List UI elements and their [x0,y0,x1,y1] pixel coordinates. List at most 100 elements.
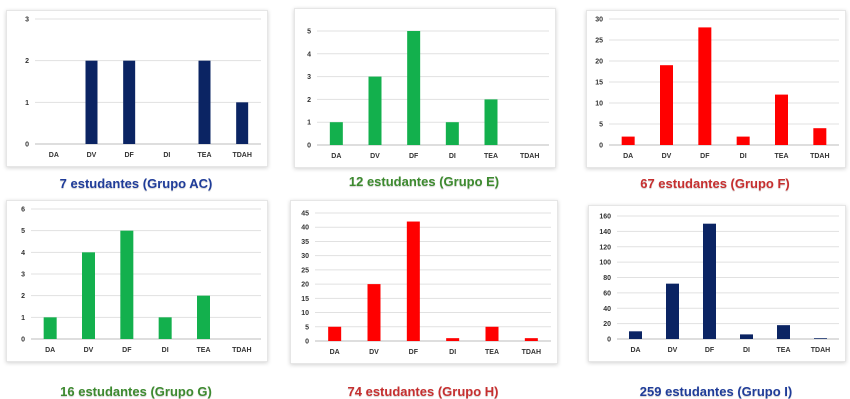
y-tick-label: 3 [21,272,25,279]
x-tick-label: DV [662,153,672,160]
y-tick-label: 20 [595,59,603,66]
x-tick-label: DA [623,153,633,160]
chart-box: 0 5 10 15 20 25 30 35 40 45 DA DV DF DI TEA TDAH [290,200,558,364]
y-tick-label: 10 [301,310,309,317]
bar-tea [485,326,499,341]
bar-dv [82,252,95,339]
y-tick-label: 6 [21,207,25,214]
x-tick-label: TEA [197,347,211,354]
y-tick-label: 30 [595,17,603,24]
bar-di [158,317,172,339]
y-tick-label: 160 [599,214,611,221]
x-tick-label: DI [449,349,456,356]
bar-dv [368,76,382,145]
bar-tea [777,325,790,339]
x-tick-label: TDAH [811,347,830,354]
y-tick-label: 140 [599,229,611,236]
chart-caption: 67 estudantes (Grupo F) [640,176,790,191]
y-tick-label: 15 [595,80,603,87]
y-tick-label: 1 [307,120,311,127]
y-tick-label: 5 [599,122,603,129]
bar-dv [660,65,673,145]
bar-da [629,331,642,339]
chart-caption: 16 estudantes (Grupo G) [60,384,212,399]
y-tick-label: 40 [603,306,611,313]
bar-di [445,122,459,145]
y-tick-label: 4 [21,250,25,257]
x-tick-label: DA [49,152,59,159]
bar-da [621,136,635,145]
y-tick-label: 80 [603,275,611,282]
x-tick-label: DI [449,153,456,160]
bar-da [329,122,343,145]
x-tick-label: DI [162,347,169,354]
bar-df [703,223,716,339]
y-tick-label: 20 [603,321,611,328]
bar-tdah [814,338,827,339]
bar-df [406,221,420,341]
x-tick-label: TEA [484,153,498,160]
bar-chart-svg: 0 5 10 15 20 25 30 DA DV DF DI TEA TDAH [595,17,839,160]
x-tick-label: TEA [485,349,499,356]
x-tick-label: DF [409,349,419,356]
y-tick-label: 1 [21,315,25,322]
bar-df [123,60,136,144]
y-tick-label: 60 [603,290,611,297]
y-tick-label: 10 [595,101,603,108]
bar-tdah [236,102,249,144]
y-tick-label: 45 [301,211,309,218]
y-tick-label: 40 [301,225,309,232]
y-tick-label: 2 [307,97,311,104]
chart-box: 0 20 40 60 80 100 120 140 160 DA DV DF DI TEA TDAH [588,205,846,362]
x-tick-label: DF [409,153,419,160]
x-tick-label: DV [668,347,678,354]
y-tick-label: 25 [301,267,309,274]
bar-chart-svg: 0 5 10 15 20 25 30 35 40 45 DA DV DF DI TEA TDAH [301,211,551,356]
x-tick-label: DV [84,347,94,354]
y-tick-label: 2 [21,293,25,300]
x-tick-label: TDAH [232,347,251,354]
x-tick-label: TDAH [810,153,829,160]
bar-df [698,27,712,145]
y-tick-label: 1 [25,100,29,107]
x-tick-label: DF [122,347,132,354]
y-tick-label: 5 [305,324,309,331]
y-tick-label: 0 [305,339,309,346]
x-tick-label: DI [163,152,170,159]
x-tick-label: DF [124,152,134,159]
chart-box: 0 1 2 3 DA DV DF DI TEA TDAH [6,10,268,167]
y-tick-label: 15 [301,296,309,303]
bar-tdah [524,338,538,341]
bar-di [740,334,753,339]
bar-di [736,136,750,145]
y-tick-label: 3 [307,74,311,81]
chart-box: 0 1 2 3 4 5 6 DA DV DF DI TEA TDAH [6,200,268,362]
x-tick-label: DV [370,153,380,160]
y-tick-label: 0 [307,143,311,150]
bar-da [43,317,57,339]
y-tick-label: 30 [301,253,309,260]
y-tick-label: 100 [599,260,611,267]
chart-caption: 7 estudantes (Grupo AC) [59,176,213,191]
x-tick-label: TDAH [520,153,539,160]
y-tick-label: 2 [25,58,29,65]
bar-chart-svg: 0 1 2 3 4 5 DA DV DF DI TEA TDAH [307,29,549,160]
bar-tea [775,94,788,145]
bar-di [446,338,460,341]
y-tick-label: 3 [25,17,29,24]
chart-box: 0 5 10 15 20 25 30 DA DV DF DI TEA TDAH [586,10,846,168]
y-tick-label: 35 [301,239,309,246]
bar-da [328,326,342,341]
x-tick-label: TEA [198,152,212,159]
y-tick-label: 4 [307,51,311,58]
chart-box: 0 1 2 3 4 5 DA DV DF DI TEA TDAH [294,8,556,168]
y-tick-label: 0 [21,337,25,344]
bar-chart-svg: 0 1 2 3 4 5 6 DA DV DF DI TEA TDAH [21,207,261,354]
y-tick-label: 25 [595,38,603,45]
bar-chart-svg: 0 1 2 3 DA DV DF DI TEA TDAH [25,17,261,159]
chart-caption: 259 estudantes (Grupo I) [639,384,793,399]
y-tick-label: 0 [607,337,611,344]
bar-df [120,230,134,339]
y-tick-label: 5 [307,29,311,36]
x-tick-label: DF [705,347,715,354]
